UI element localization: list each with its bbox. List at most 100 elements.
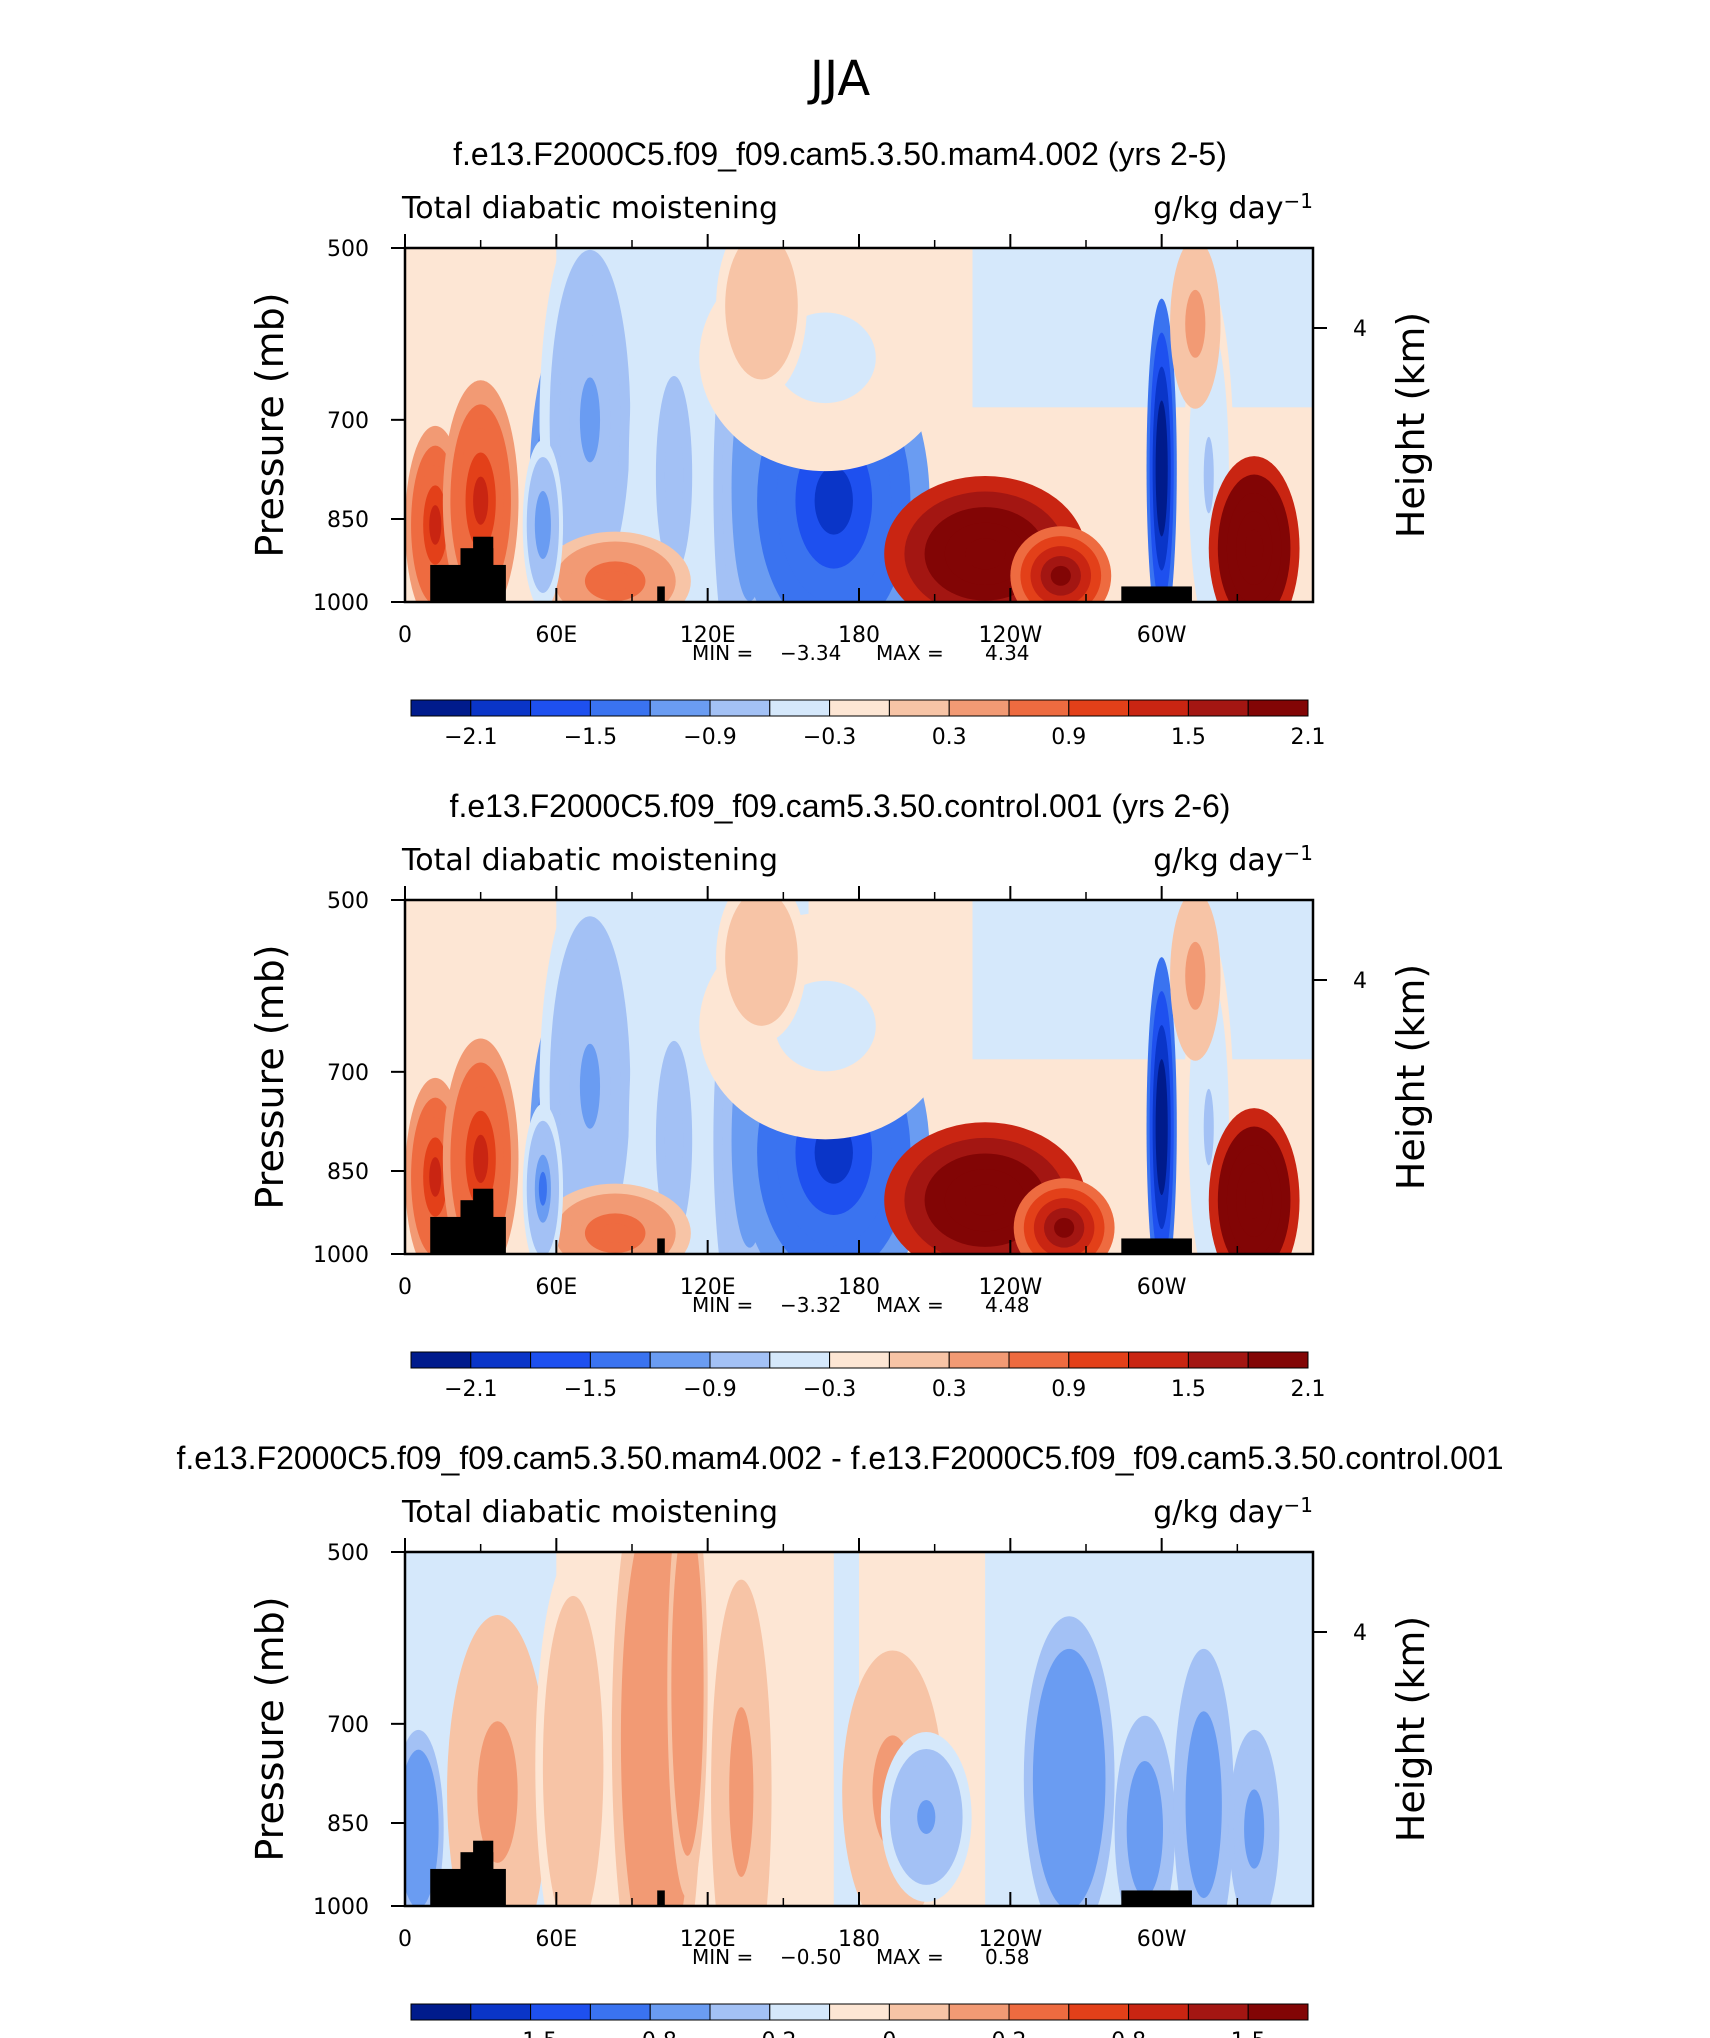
colorbar-swatch: [410, 699, 472, 717]
colorbar-label: 0.3: [932, 1377, 967, 1402]
y2-axis-title: Height (km): [1389, 1616, 1433, 1842]
y-tick-label: 700: [327, 409, 369, 434]
panel-units: g/kg day−1: [1153, 189, 1313, 226]
colorbar-label: 1.5: [1171, 1377, 1206, 1402]
topography-mask: [473, 536, 494, 602]
colorbar-swatch: [829, 2003, 890, 2021]
topography-mask: [473, 1188, 494, 1254]
colorbar-swatch: [888, 699, 950, 717]
x-tick-label: 60W: [1137, 1275, 1187, 1300]
y2-tick-label: 4: [1353, 1621, 1367, 1646]
colorbar-label: 0.8: [1111, 2029, 1146, 2038]
units-base: g/kg day: [1153, 843, 1283, 878]
panel-units: g/kg day−1: [1153, 841, 1313, 878]
colorbar-swatch: [410, 2003, 472, 2021]
contour-region: [1197, 1773, 1210, 1836]
x-tick-label: 60E: [535, 1275, 577, 1300]
panels: f.e13.F2000C5.f09_f09.cam5.3.50.mam4.002…: [176, 136, 1503, 2038]
contour-region: [917, 1799, 936, 1834]
colorbar-swatch: [470, 699, 532, 717]
y2-tick-label: 4: [1353, 317, 1367, 342]
contour-field: [405, 1552, 1313, 1906]
max-value: 0.58: [985, 1945, 1030, 1969]
colorbar-swatch: [589, 699, 651, 717]
panel-left-string: Total diabatic moistening: [401, 1495, 778, 1530]
y-tick-label: 1000: [313, 1243, 369, 1268]
colorbar-swatch: [709, 699, 771, 717]
x-tick-label: 120W: [978, 1275, 1042, 1300]
contour-region: [1245, 529, 1264, 567]
contour-region: [1050, 565, 1071, 586]
units-exponent: −1: [1284, 189, 1313, 213]
contour-region: [1060, 1746, 1079, 1812]
contour-region: [600, 571, 631, 592]
colorbar-swatch: [769, 1351, 831, 1369]
colorbar-swatch: [1128, 2003, 1189, 2021]
contour-region: [1190, 958, 1201, 993]
contour-region: [1245, 1181, 1264, 1219]
colorbar-swatch: [888, 1351, 950, 1369]
max-value: 4.48: [985, 1293, 1030, 1317]
max-label: MAX =: [876, 1293, 944, 1317]
x-tick-label: 60E: [535, 1927, 577, 1952]
contour-region: [1158, 434, 1165, 503]
field-region: [972, 248, 1313, 408]
y-tick-label: 500: [327, 889, 369, 914]
topography-mask: [1121, 586, 1192, 602]
contour-region: [664, 1090, 684, 1190]
y-tick-label: 850: [327, 508, 369, 533]
colorbar-swatch: [649, 699, 711, 717]
contour-region: [1203, 436, 1214, 514]
contour-region: [473, 476, 489, 525]
panel-title: f.e13.F2000C5.f09_f09.cam5.3.50.mam4.002…: [176, 1440, 1503, 1476]
x-tick-label: 120W: [978, 1927, 1042, 1952]
contour-region: [1203, 1088, 1214, 1166]
colorbar-label: −0.8: [623, 2029, 676, 2038]
x-tick-label: 60W: [1137, 1927, 1187, 1952]
y-tick-label: 1000: [313, 591, 369, 616]
colorbar-swatch: [649, 2003, 711, 2021]
colorbar-label: 0.9: [1051, 725, 1086, 750]
colorbar-swatch: [709, 1351, 771, 1369]
contour-region: [487, 1756, 508, 1828]
y-axis-title: Pressure (mb): [248, 1596, 292, 1861]
contour-region: [1158, 1093, 1165, 1162]
panel-3: f.e13.F2000C5.f09_f09.cam5.3.50.mam4.002…: [176, 1440, 1503, 2038]
contour-region: [1054, 1217, 1075, 1238]
contour-region: [683, 1643, 692, 1729]
colorbar-swatch: [888, 2003, 950, 2021]
colorbar-label: −0.9: [683, 1377, 736, 1402]
y-axis-title: Pressure (mb): [248, 944, 292, 1209]
colorbar-swatch: [1187, 2003, 1249, 2021]
max-label: MAX =: [876, 641, 944, 665]
colorbar-swatch: [1247, 2003, 1309, 2021]
colorbar-label: −0.3: [803, 1377, 856, 1402]
x-tick-label: 120E: [680, 623, 736, 648]
colorbar: −2.1 −1.5 −0.9 −0.3 0.3 0.9 1.5 2.1: [410, 699, 1326, 750]
contour-field: [405, 248, 1313, 602]
colorbar-label: 2.1: [1291, 1377, 1326, 1402]
x-tick-label: 60W: [1137, 623, 1187, 648]
panel-2: f.e13.F2000C5.f09_f09.cam5.3.50.control.…: [248, 788, 1433, 1402]
colorbar-label: −0.3: [803, 725, 856, 750]
colorbar-label: −1.5: [504, 2029, 557, 2038]
topography-mask: [1121, 1890, 1192, 1906]
colorbar-swatch: [589, 2003, 651, 2021]
x-tick-label: 0: [398, 1927, 412, 1952]
min-label: MIN =: [692, 1293, 753, 1317]
x-tick-label: 0: [398, 1275, 412, 1300]
colorbar-swatch: [530, 2003, 591, 2021]
colorbar-swatch: [470, 2003, 532, 2021]
contour-region: [429, 505, 442, 545]
colorbar-swatch: [948, 1351, 1010, 1369]
colorbar-label: −1.5: [564, 725, 617, 750]
y-tick-label: 1000: [313, 1895, 369, 1920]
x-tick-label: 0: [398, 623, 412, 648]
colorbar-label: 0.3: [932, 725, 967, 750]
contour-region: [648, 1678, 667, 1798]
colorbar-swatch: [829, 699, 890, 717]
contour-region: [752, 940, 771, 975]
y-tick-label: 700: [327, 1713, 369, 1738]
colorbar-swatch: [1128, 699, 1189, 717]
